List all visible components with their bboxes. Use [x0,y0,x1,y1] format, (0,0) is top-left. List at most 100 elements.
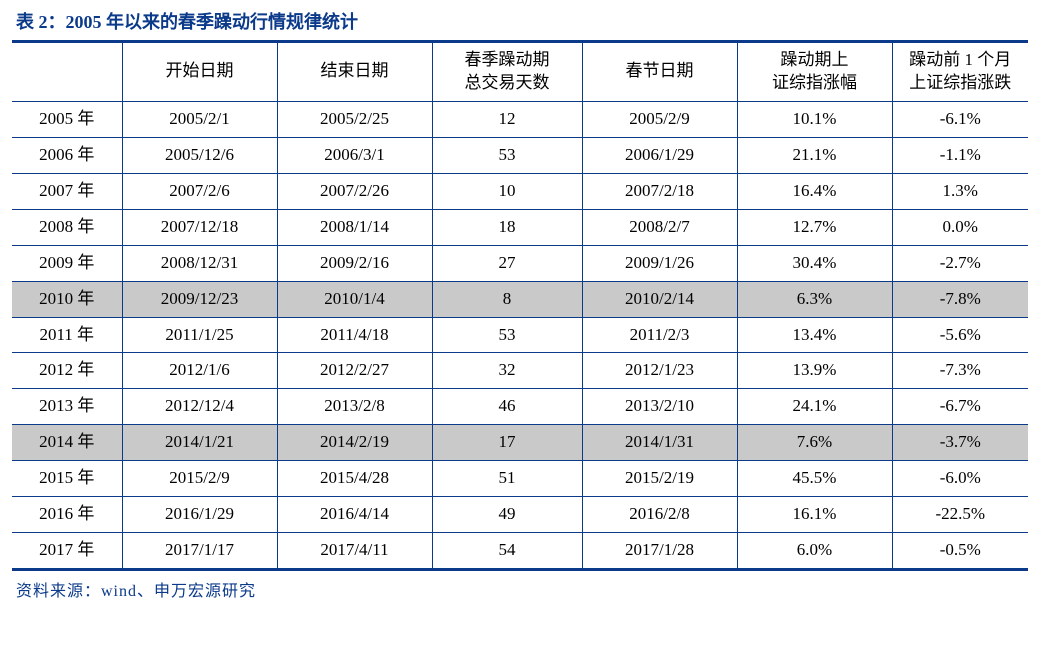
table-cell: 2006/1/29 [582,137,737,173]
table-cell: -5.6% [892,317,1028,353]
table-row: 2013 年2012/12/42013/2/8462013/2/1024.1%-… [12,389,1028,425]
table-cell: 2005/2/9 [582,101,737,137]
col-header-start: 开始日期 [122,42,277,102]
table-cell: 2013/2/10 [582,389,737,425]
table-cell: 2009/2/16 [277,245,432,281]
table-cell: 2011/1/25 [122,317,277,353]
table-cell: 2008 年 [12,209,122,245]
table-cell: -7.8% [892,281,1028,317]
table-cell: 2016/2/8 [582,497,737,533]
col-header-year [12,42,122,102]
table-cell: 2011 年 [12,317,122,353]
table-row: 2015 年2015/2/92015/4/28512015/2/1945.5%-… [12,461,1028,497]
table-cell: 46 [432,389,582,425]
table-cell: 45.5% [737,461,892,497]
table-cell: 51 [432,461,582,497]
table-cell: -0.5% [892,533,1028,570]
table-cell: 2014/1/21 [122,425,277,461]
table-cell: 2006/3/1 [277,137,432,173]
table-row: 2016 年2016/1/292016/4/14492016/2/816.1%-… [12,497,1028,533]
table-row: 2010 年2009/12/232010/1/482010/2/146.3%-7… [12,281,1028,317]
table-cell: 10.1% [737,101,892,137]
table-cell: 2011/2/3 [582,317,737,353]
table-row: 2008 年2007/12/182008/1/14182008/2/712.7%… [12,209,1028,245]
table-cell: -1.1% [892,137,1028,173]
table-body: 2005 年2005/2/12005/2/25122005/2/910.1%-6… [12,101,1028,569]
table-row: 2012 年2012/1/62012/2/27322012/1/2313.9%-… [12,353,1028,389]
table-cell: 2010 年 [12,281,122,317]
table-cell: 10 [432,173,582,209]
table-cell: 2005/2/25 [277,101,432,137]
table-cell: 2007/12/18 [122,209,277,245]
table-cell: 2007 年 [12,173,122,209]
table-cell: 2014/2/19 [277,425,432,461]
table-cell: 53 [432,137,582,173]
table-cell: 2017/1/28 [582,533,737,570]
table-cell: 30.4% [737,245,892,281]
table-cell: 2012/12/4 [122,389,277,425]
table-cell: 0.0% [892,209,1028,245]
table-cell: 32 [432,353,582,389]
table-cell: 6.3% [737,281,892,317]
table-row: 2005 年2005/2/12005/2/25122005/2/910.1%-6… [12,101,1028,137]
table-cell: -22.5% [892,497,1028,533]
table-source: 资料来源：wind、申万宏源研究 [12,577,1028,601]
table-cell: 16.4% [737,173,892,209]
table-cell: 21.1% [737,137,892,173]
col-header-rise: 躁动期上证综指涨幅 [737,42,892,102]
table-cell: 2012/1/6 [122,353,277,389]
table-cell: 2008/12/31 [122,245,277,281]
table-cell: -6.7% [892,389,1028,425]
col-header-days: 春季躁动期总交易天数 [432,42,582,102]
table-cell: 2016 年 [12,497,122,533]
table-cell: 2015/2/19 [582,461,737,497]
table-cell: 2013/2/8 [277,389,432,425]
table-cell: 2015/2/9 [122,461,277,497]
table-cell: 24.1% [737,389,892,425]
table-cell: -2.7% [892,245,1028,281]
table-cell: 2007/2/26 [277,173,432,209]
table-cell: 2016/4/14 [277,497,432,533]
table-cell: 2015 年 [12,461,122,497]
table-cell: 27 [432,245,582,281]
table-cell: -7.3% [892,353,1028,389]
table-cell: 2005/2/1 [122,101,277,137]
table-cell: 2014/1/31 [582,425,737,461]
table-cell: 8 [432,281,582,317]
table-cell: 53 [432,317,582,353]
col-header-festival: 春节日期 [582,42,737,102]
table-cell: 2016/1/29 [122,497,277,533]
table-cell: 13.4% [737,317,892,353]
table-cell: -3.7% [892,425,1028,461]
table-cell: 2005/12/6 [122,137,277,173]
table-cell: 12 [432,101,582,137]
table-row: 2009 年2008/12/312009/2/16272009/1/2630.4… [12,245,1028,281]
table-row: 2017 年2017/1/172017/4/11542017/1/286.0%-… [12,533,1028,570]
table-cell: 2014 年 [12,425,122,461]
table-cell: 2006 年 [12,137,122,173]
table-row: 2011 年2011/1/252011/4/18532011/2/313.4%-… [12,317,1028,353]
table-cell: 2010/1/4 [277,281,432,317]
table-row: 2006 年2005/12/62006/3/1532006/1/2921.1%-… [12,137,1028,173]
table-cell: 2012/1/23 [582,353,737,389]
table-cell: -6.0% [892,461,1028,497]
table-cell: 2009 年 [12,245,122,281]
table-cell: 2005 年 [12,101,122,137]
table-cell: 2009/1/26 [582,245,737,281]
table-cell: 2017/4/11 [277,533,432,570]
table-cell: 2012/2/27 [277,353,432,389]
table-cell: 2013 年 [12,389,122,425]
table-cell: 2015/4/28 [277,461,432,497]
table-cell: 17 [432,425,582,461]
table-header: 开始日期 结束日期 春季躁动期总交易天数 春节日期 躁动期上证综指涨幅 躁动前 … [12,42,1028,102]
table-cell: 2008/1/14 [277,209,432,245]
table-cell: 49 [432,497,582,533]
table-cell: 18 [432,209,582,245]
table-cell: 2008/2/7 [582,209,737,245]
table-cell: -6.1% [892,101,1028,137]
table-cell: 2011/4/18 [277,317,432,353]
table-title: 表 2：2005 年以来的春季躁动行情规律统计 [12,8,1028,34]
stats-table: 开始日期 结束日期 春季躁动期总交易天数 春节日期 躁动期上证综指涨幅 躁动前 … [12,40,1028,571]
table-cell: 7.6% [737,425,892,461]
table-cell: 2010/2/14 [582,281,737,317]
